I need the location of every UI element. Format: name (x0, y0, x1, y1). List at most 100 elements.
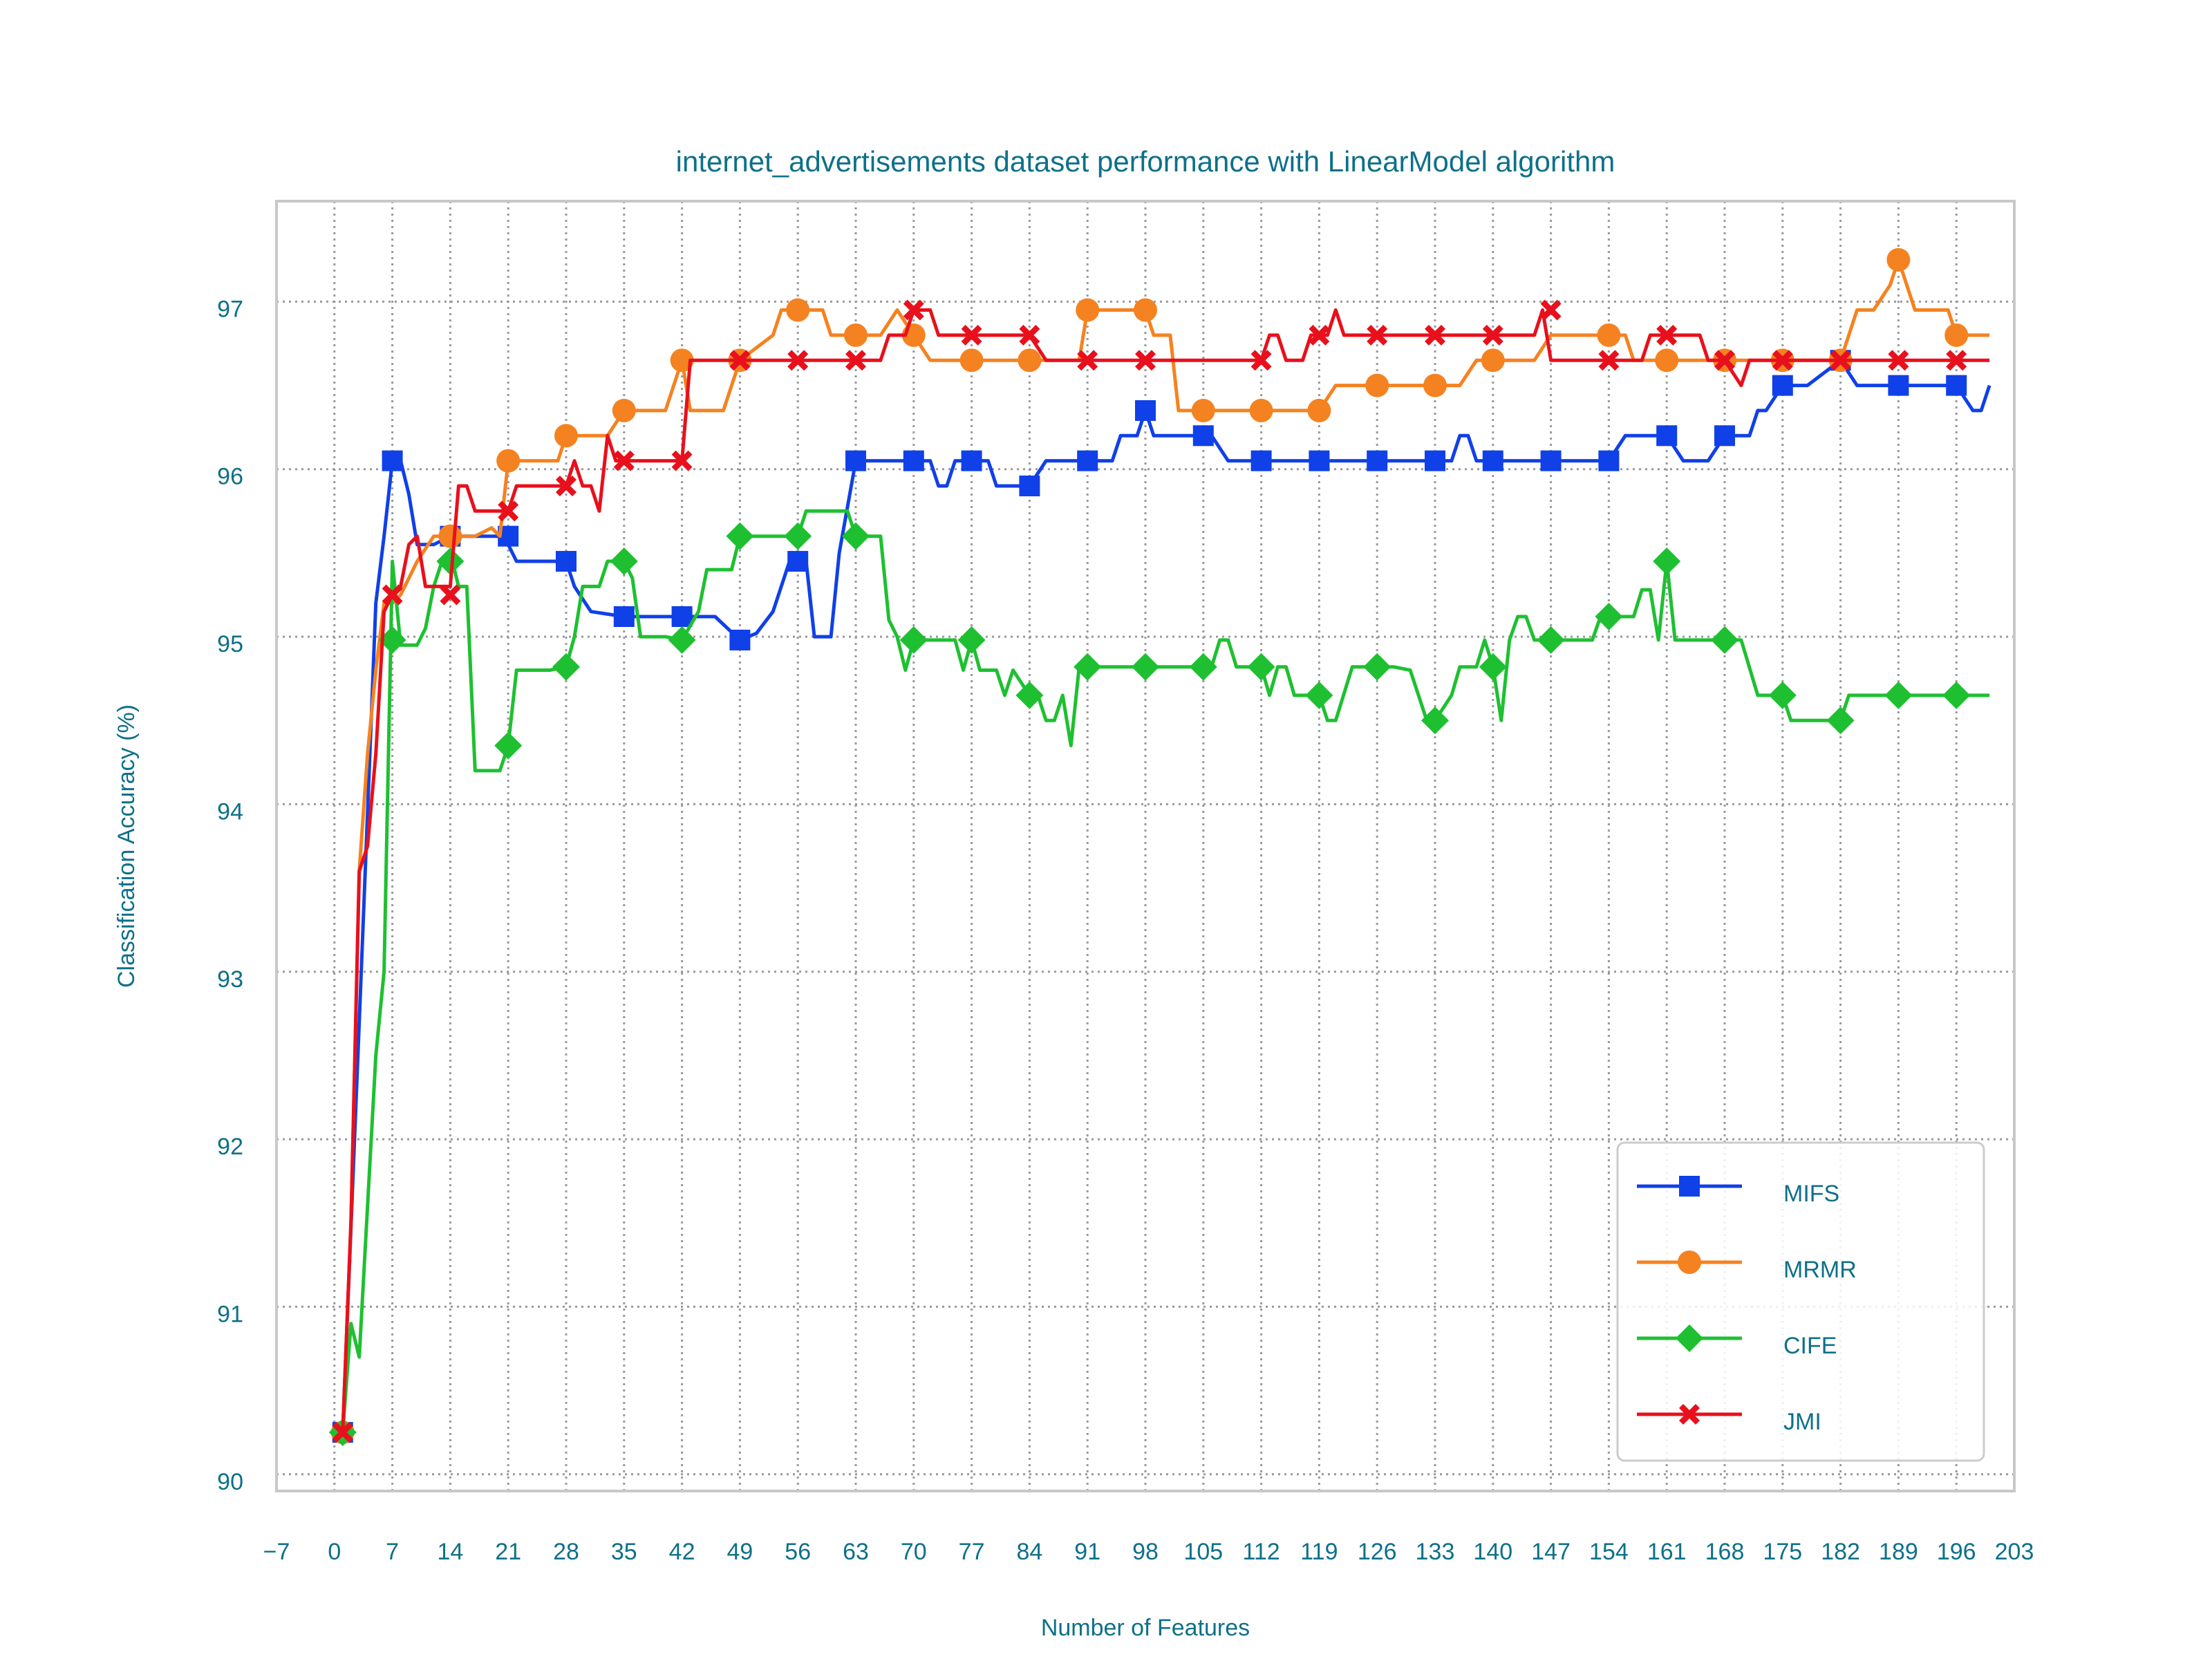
series-jmi (332, 299, 1990, 1443)
data-point-jmi (382, 584, 403, 606)
x-tick-label: 70 (901, 1539, 927, 1565)
x-tick-label: 168 (1705, 1539, 1745, 1565)
x-axis-ticks: −7 0 7 14 21 28 35 42 49 56 63 70 77 84 91 98 105 112 119 1… (263, 1539, 2034, 1565)
y-axis-label: Classification Accuracy (%) (113, 704, 140, 988)
data-point-cife (1189, 653, 1217, 681)
plot-frame (275, 200, 2016, 1492)
data-point-cife (1421, 706, 1449, 735)
legend-item-mifs: MIFS (1637, 1176, 1839, 1207)
data-point-mrmr (1018, 348, 1042, 373)
data-point-jmi (332, 1422, 353, 1443)
data-point-mifs (1019, 475, 1040, 496)
data-point-jmi (671, 450, 693, 471)
data-point-mrmr (786, 298, 810, 322)
data-point-jmi (1540, 299, 1562, 321)
series-line-mifs (341, 358, 1991, 1433)
series-line-jmi (341, 308, 1990, 1433)
x-axis-label: Number of Features (1041, 1615, 1250, 1641)
data-point-mrmr (1076, 298, 1100, 322)
data-point-mifs (1540, 450, 1562, 471)
data-point-mrmr (438, 524, 462, 548)
data-point-jmi (845, 350, 866, 371)
data-point-cife (1595, 602, 1623, 630)
x-tick-label: 84 (1016, 1539, 1042, 1565)
data-point-mifs (1946, 375, 1967, 396)
data-point-mifs (729, 629, 751, 650)
y-axis-ticks: 90 91 92 93 94 95 96 97 (217, 296, 243, 1494)
data-point-mrmr (1655, 348, 1679, 373)
legend-swatch-marker (1678, 1250, 1701, 1274)
data-point-mifs (1367, 450, 1388, 471)
data-point-cife (1768, 681, 1797, 709)
legend-box (1616, 1141, 1985, 1462)
data-point-jmi (1367, 324, 1388, 346)
x-tick-label: 77 (959, 1539, 985, 1565)
data-point-mifs (1482, 450, 1503, 471)
data-point-mrmr (496, 449, 521, 473)
data-point-cife (784, 522, 812, 550)
data-point-cife (1247, 653, 1275, 681)
data-point-cife (668, 626, 696, 654)
legend-label: JMI (1783, 1409, 1821, 1435)
data-point-mrmr (844, 323, 868, 347)
data-point-jmi (1077, 350, 1098, 371)
y-tick-label: 97 (217, 296, 243, 322)
data-point-jmi (1598, 350, 1620, 371)
data-point-mifs (1772, 375, 1793, 396)
data-point-cife (1711, 626, 1738, 654)
legend-item-mrmr: MRMR (1637, 1250, 1857, 1283)
data-point-mifs (1309, 450, 1330, 471)
data-point-mifs (1135, 400, 1156, 421)
data-point-mrmr (1481, 348, 1505, 373)
data-point-mrmr (959, 348, 984, 373)
y-tick-label: 93 (217, 966, 243, 993)
data-point-mifs (556, 551, 577, 572)
x-tick-label: 56 (785, 1539, 811, 1565)
data-point-mrmr (1307, 398, 1331, 422)
data-point-jmi (1888, 350, 1909, 371)
x-tick-label: 140 (1473, 1539, 1512, 1565)
x-tick-label: 112 (1242, 1539, 1280, 1565)
data-point-cife (610, 547, 638, 576)
legend-label: CIFE (1783, 1333, 1837, 1359)
data-point-mrmr (554, 424, 578, 448)
data-point-mrmr (670, 348, 694, 373)
data-point-cife (1015, 681, 1044, 709)
data-point-jmi (1250, 350, 1272, 371)
data-point-mifs (1656, 425, 1678, 447)
x-tick-label: 154 (1589, 1539, 1629, 1565)
data-point-mrmr (1886, 247, 1911, 272)
chart-title: internet_advertisements dataset performa… (676, 145, 1615, 178)
y-tick-label: 90 (217, 1469, 243, 1495)
data-point-cife (1074, 653, 1102, 681)
data-point-jmi (613, 450, 635, 471)
legend-label: MIFS (1783, 1181, 1839, 1207)
data-point-cife (1305, 681, 1333, 709)
data-point-mifs (961, 450, 982, 471)
y-tick-label: 96 (217, 464, 243, 490)
x-tick-label: 196 (1937, 1539, 1976, 1565)
legend-swatch-marker (1679, 1404, 1700, 1425)
y-tick-label: 92 (217, 1134, 243, 1160)
x-tick-label: 189 (1879, 1539, 1918, 1565)
data-point-cife (1884, 681, 1913, 709)
data-point-jmi (961, 324, 982, 346)
data-point-mifs (787, 551, 809, 572)
data-point-mifs (1250, 450, 1272, 471)
data-point-jmi (1135, 350, 1156, 371)
data-point-jmi (1309, 324, 1330, 346)
x-tick-label: 49 (727, 1539, 753, 1565)
data-point-jmi (1425, 324, 1445, 346)
legend-item-jmi: JMI (1637, 1404, 1821, 1435)
x-tick-label: 21 (495, 1539, 521, 1565)
data-point-jmi (903, 299, 924, 321)
x-tick-label: 42 (669, 1539, 695, 1565)
y-tick-label: 94 (217, 798, 243, 825)
data-point-mifs (1714, 425, 1735, 447)
x-tick-label: 28 (553, 1539, 579, 1565)
x-tick-label: 98 (1132, 1539, 1159, 1565)
data-point-mifs (845, 450, 866, 471)
data-point-jmi (1830, 350, 1851, 371)
